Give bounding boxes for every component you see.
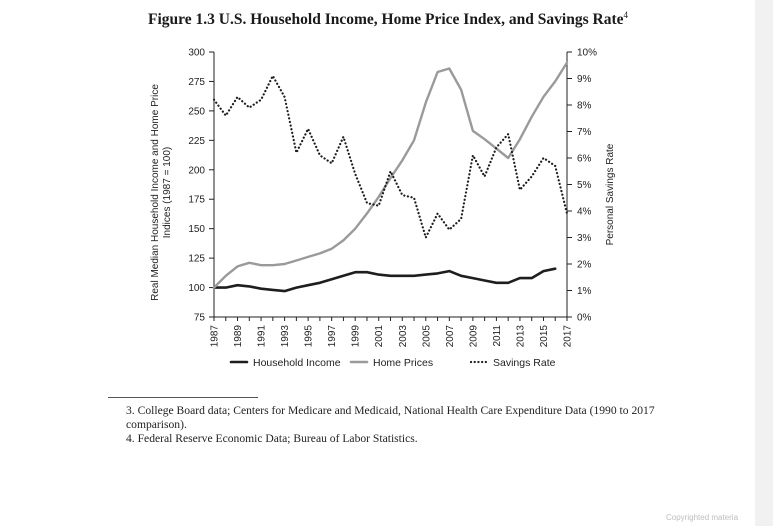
x-tick-label: 2005 bbox=[421, 325, 432, 348]
y-tick-label-right: 6% bbox=[577, 154, 592, 165]
x-tick-label: 1997 bbox=[327, 325, 338, 348]
x-tick-label: 1989 bbox=[233, 325, 244, 348]
series-line-savings-rate bbox=[212, 74, 569, 239]
y-axis-title-line: Indices (1987 = 100) bbox=[162, 147, 173, 238]
figure-title: Figure 1.3 U.S. Household Income, Home P… bbox=[148, 10, 628, 29]
x-tick-label: 2007 bbox=[445, 325, 456, 348]
x-tick-label: 2011 bbox=[492, 325, 503, 347]
legend-label-home-prices: Home Prices bbox=[373, 357, 433, 369]
x-tick-label: 2017 bbox=[563, 325, 574, 348]
footnote-divider bbox=[108, 397, 258, 398]
y-tick-label-right: 7% bbox=[577, 127, 592, 138]
chart-legend: Household Income Home Prices Savings Rate bbox=[229, 357, 556, 369]
footnotes: 3. College Board data; Centers for Medic… bbox=[108, 404, 668, 446]
x-tick-label: 2015 bbox=[539, 325, 550, 348]
y-tick-label-left: 275 bbox=[188, 77, 205, 88]
y-tick-label-right: 4% bbox=[577, 207, 592, 218]
y-tick-label-left: 100 bbox=[188, 283, 205, 294]
x-tick-label: 1995 bbox=[304, 325, 315, 348]
y-tick-label-left: 125 bbox=[188, 254, 205, 265]
y-tick-label-right: 9% bbox=[577, 74, 592, 85]
book-page: Figure 1.3 U.S. Household Income, Home P… bbox=[108, 10, 668, 446]
y-tick-label-left: 250 bbox=[188, 106, 205, 117]
legend-label-savings-rate: Savings Rate bbox=[493, 357, 556, 369]
watermark: Copyrighted materia bbox=[666, 513, 739, 522]
x-tick-label: 1987 bbox=[210, 325, 221, 348]
x-tick-label: 1993 bbox=[280, 325, 291, 348]
line-chart: 75 100 125 150 175 200 225 250 275 300 0% 1% 2% 3% 4% 5… bbox=[150, 48, 616, 370]
x-tick-label: 2001 bbox=[374, 325, 385, 348]
y-axis-title-left: Real Median Household Income and Home Pr… bbox=[150, 84, 173, 301]
y-tick-label-left: 300 bbox=[188, 48, 205, 59]
y-tick-label-right: 10% bbox=[577, 48, 597, 59]
y-tick-label-right: 5% bbox=[577, 180, 592, 191]
y-tick-label-left: 75 bbox=[194, 313, 206, 324]
viewer-side-strip bbox=[755, 0, 773, 526]
y-tick-label-right: 1% bbox=[577, 286, 592, 297]
x-tick-label: 1999 bbox=[351, 325, 362, 348]
series-line-household-income bbox=[212, 267, 557, 293]
figure-title-text: Figure 1.3 U.S. Household Income, Home P… bbox=[148, 11, 624, 29]
footnote-3: 3. College Board data; Centers for Medic… bbox=[126, 404, 655, 431]
x-tick-label: 2003 bbox=[398, 325, 409, 348]
x-tick-label: 1991 bbox=[257, 325, 268, 348]
y-tick-label-right: 8% bbox=[577, 101, 592, 112]
y-tick-label-right: 2% bbox=[577, 260, 592, 271]
y-tick-label-left: 150 bbox=[188, 224, 205, 235]
y-tick-label-left: 225 bbox=[188, 136, 205, 147]
y-axis-title-line: Real Median Household Income and Home Pr… bbox=[150, 84, 161, 301]
legend-label-household-income: Household Income bbox=[253, 357, 341, 369]
y-tick-label-right: 0% bbox=[577, 313, 592, 324]
y-tick-label-left: 175 bbox=[188, 195, 205, 206]
x-tick-label: 2013 bbox=[515, 325, 526, 348]
y-tick-label-left: 200 bbox=[188, 165, 205, 176]
chart-axes: 75 100 125 150 175 200 225 250 275 300 0% 1% 2% 3% 4% 5… bbox=[150, 48, 616, 348]
series-line-home-prices bbox=[212, 61, 569, 289]
footnote-4: 4. Federal Reserve Economic Data; Bureau… bbox=[126, 432, 418, 445]
figure-title-footnote-ref: 4 bbox=[623, 10, 629, 20]
chart-series bbox=[212, 61, 569, 293]
y-tick-label-right: 3% bbox=[577, 233, 592, 244]
y-axis-title-right: Personal Savings Rate bbox=[605, 143, 616, 245]
x-tick-label: 2009 bbox=[468, 325, 479, 348]
